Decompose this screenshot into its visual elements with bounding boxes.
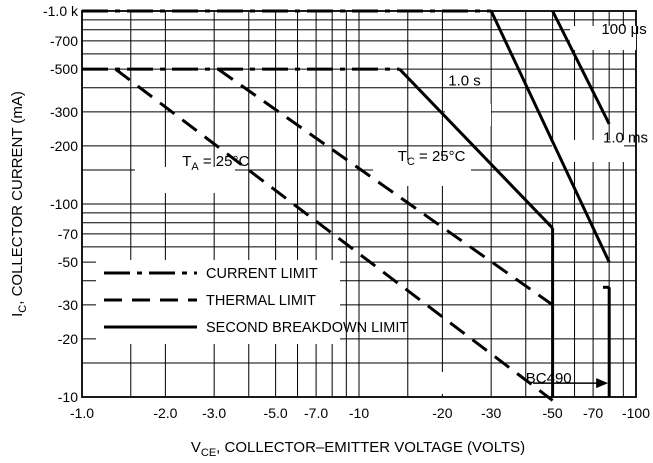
y-tick-label: -20 <box>58 331 78 347</box>
legend-label: CURRENT LIMIT <box>206 266 318 282</box>
y-axis-label: IC, COLLECTOR CURRENT (mA) <box>9 91 29 317</box>
annotation: 1.0 s <box>448 73 481 90</box>
y-tick-label: -100 <box>50 196 78 212</box>
x-tick-label: -50 <box>542 405 562 421</box>
y-tick-label: -10 <box>58 389 78 405</box>
legend-label: SECOND BREAKDOWN LIMIT <box>206 320 408 336</box>
x-tick-label: -100 <box>622 405 650 421</box>
annotation: TA = 25°C <box>182 153 249 173</box>
y-tick-label: -70 <box>58 226 78 242</box>
x-tick-label: -10 <box>349 405 369 421</box>
x-tick-label: -5.0 <box>264 405 288 421</box>
annotation: 1.0 ms <box>603 130 648 147</box>
x-tick-label: -70 <box>583 405 603 421</box>
x-tick-label: -3.0 <box>202 405 226 421</box>
y-tick-label: -300 <box>50 104 78 120</box>
annotation: 100 μs <box>601 21 646 38</box>
x-axis-label: VCE, COLLECTOR–EMITTER VOLTAGE (VOLTS) <box>191 439 525 459</box>
y-tick-label: -1.0 k <box>43 3 79 19</box>
label-background <box>135 167 235 193</box>
annotation: BC490 <box>526 370 572 387</box>
bc490-arrow-head <box>596 378 608 388</box>
x-tick-label: -20 <box>432 405 452 421</box>
x-tick-label: -7.0 <box>304 405 328 421</box>
x-tick-label: -30 <box>481 405 501 421</box>
y-tick-label: -500 <box>50 61 78 77</box>
y-tick-label: -200 <box>50 138 78 154</box>
x-tick-label: -2.0 <box>153 405 177 421</box>
y-tick-label: -700 <box>50 33 78 49</box>
y-tick-label: -50 <box>58 254 78 270</box>
y-tick-label: -30 <box>58 297 78 313</box>
label-background <box>412 372 478 394</box>
y-axis-label-group: IC, COLLECTOR CURRENT (mA) <box>9 91 29 317</box>
x-tick-label: -1.0 <box>70 405 94 421</box>
legend-label: THERMAL LIMIT <box>206 293 316 309</box>
